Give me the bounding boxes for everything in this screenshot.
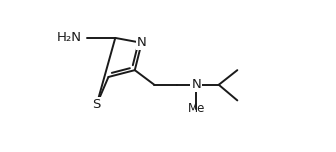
Text: S: S (92, 98, 101, 111)
Text: Me: Me (187, 102, 205, 115)
Text: N: N (137, 36, 146, 49)
Text: H₂N: H₂N (57, 31, 82, 44)
Text: N: N (192, 78, 201, 91)
